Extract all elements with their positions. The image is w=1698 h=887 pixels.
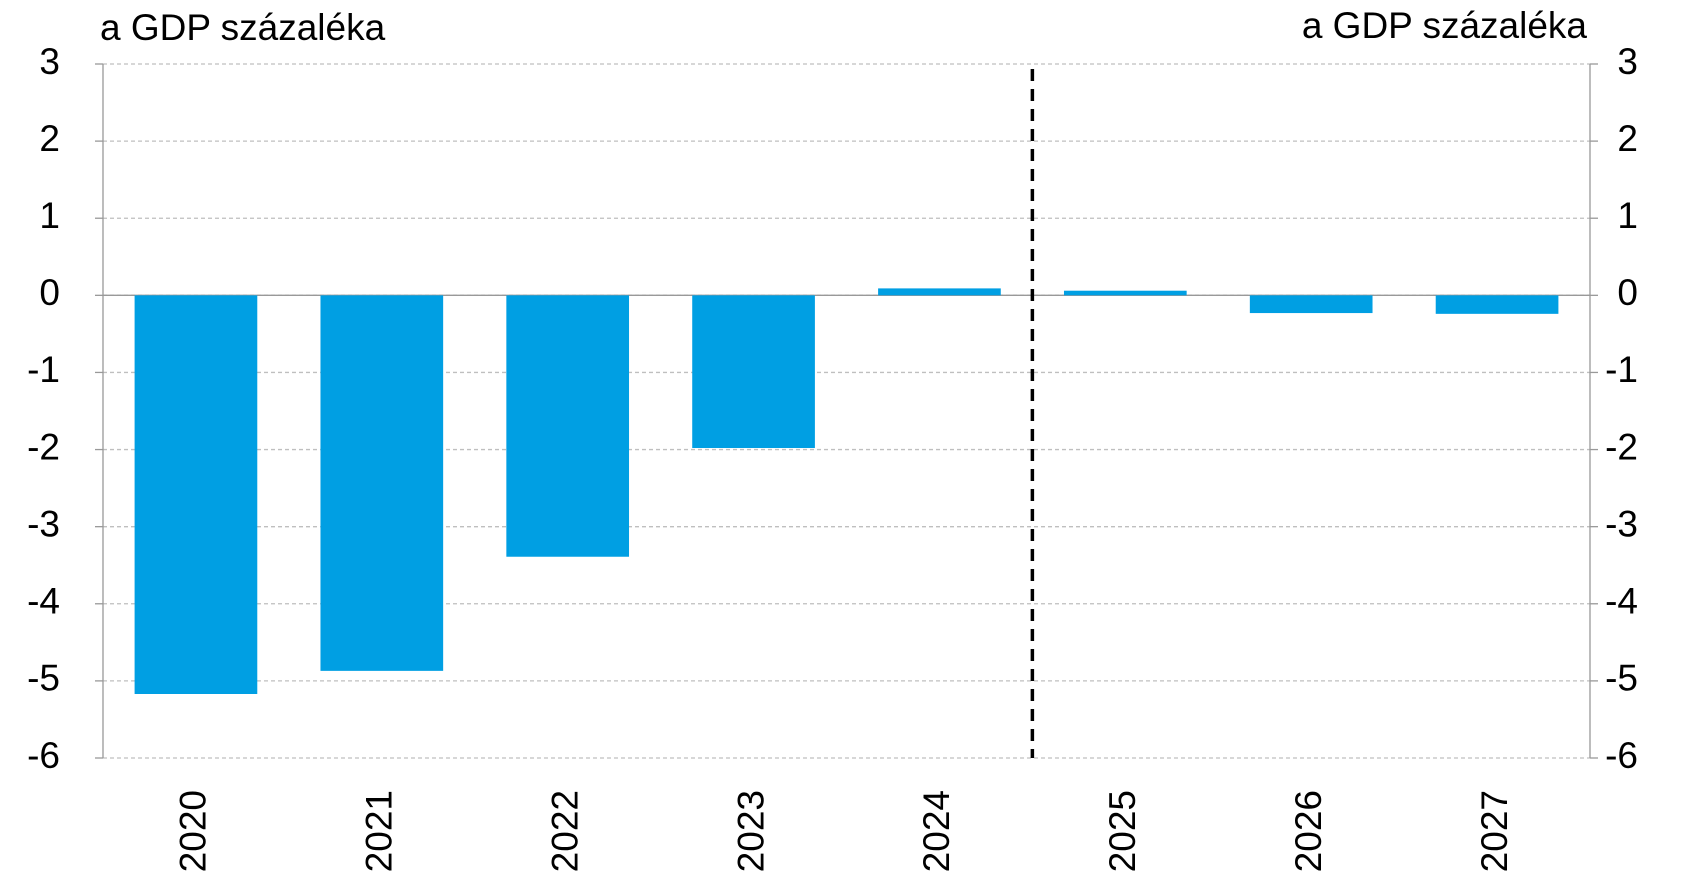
y2-tick-label: -2	[1605, 426, 1638, 467]
y-tick-label: 3	[39, 41, 60, 82]
bar	[692, 295, 815, 449]
y2-tick-label: 1	[1617, 195, 1638, 236]
y2-tick-label: 2	[1617, 118, 1638, 159]
bar	[1435, 295, 1559, 314]
x-tick-label: 2021	[359, 790, 400, 872]
bar	[506, 295, 630, 557]
bar	[1249, 295, 1373, 314]
bar	[134, 295, 258, 694]
y-tick-label: 1	[39, 195, 60, 236]
y-axis-label: a GDP százaléka	[100, 7, 386, 48]
x-tick-label: 2026	[1288, 790, 1329, 872]
x-tick-label: 2025	[1102, 790, 1143, 872]
y-tick-label: -3	[27, 503, 60, 544]
y-tick-label: 0	[39, 272, 60, 313]
x-tick-label: 2022	[544, 790, 585, 872]
bar	[1063, 290, 1187, 296]
y-tick-label: 2	[39, 118, 60, 159]
y2-tick-label: 0	[1617, 272, 1638, 313]
y-tick-label: -1	[27, 349, 60, 390]
y-tick-label: -4	[27, 581, 60, 622]
y2-tick-label: -3	[1605, 503, 1638, 544]
y2-tick-label: -1	[1605, 349, 1638, 390]
x-tick-label: 2020	[173, 790, 214, 872]
y2-axis-label: a GDP százaléka	[1302, 5, 1588, 46]
y-tick-label: -6	[27, 735, 60, 776]
x-tick-label: 2024	[916, 790, 957, 872]
y2-tick-label: 3	[1617, 41, 1638, 82]
y-tick-label: -5	[27, 658, 60, 699]
y2-tick-label: -5	[1605, 658, 1638, 699]
bar	[320, 295, 444, 671]
x-tick-label: 2027	[1474, 790, 1515, 872]
y2-tick-label: -4	[1605, 581, 1638, 622]
bar	[878, 288, 1001, 296]
y2-tick-label: -6	[1605, 735, 1638, 776]
x-tick-label: 2023	[730, 790, 771, 872]
y-tick-label: -2	[27, 426, 60, 467]
